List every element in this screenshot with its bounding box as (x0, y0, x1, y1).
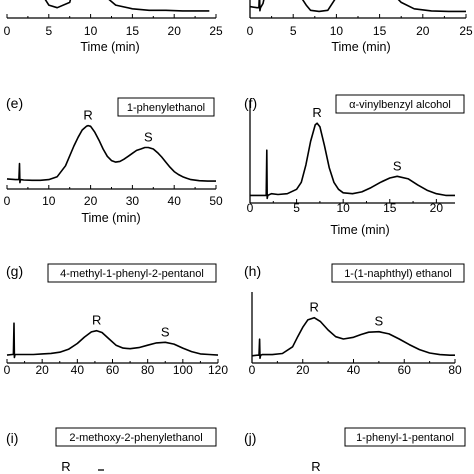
x-tick-label: 15 (126, 24, 140, 38)
panel-label: (g) (6, 263, 23, 279)
x-tick-label: 25 (459, 24, 473, 38)
x-tick-label: 25 (209, 24, 223, 38)
chart-panel-i: (i) 2-methoxy-2-phenylethanol R (6, 427, 217, 474)
x-tick-label: 0 (247, 201, 254, 215)
x-tick-label: 120 (208, 363, 228, 377)
peak-label-S: S (393, 158, 402, 173)
x-tick-label: 0 (249, 363, 256, 377)
x-tick-label: 20 (430, 201, 444, 215)
x-tick-label: 5 (293, 201, 300, 215)
x-tick-label: 60 (398, 363, 412, 377)
chromatogram-trace (44, 0, 210, 12)
compound-label: 2-methoxy-2-phenylethanol (69, 432, 202, 444)
x-tick-label: 10 (330, 24, 344, 38)
x-tick-label: 80 (141, 363, 155, 377)
x-tick-label: 5 (290, 24, 297, 38)
panel-label: (i) (6, 430, 18, 446)
peak-label-S: S (144, 130, 153, 145)
x-tick-label: 50 (209, 194, 223, 208)
chromatogram-trace (250, 122, 455, 200)
x-tick-label: 15 (383, 201, 397, 215)
compound-label: 1-phenylethanol (127, 102, 205, 114)
chromatogram-trace (251, 316, 455, 359)
x-tick-label: 15 (373, 24, 387, 38)
chromatogram-trace (249, 0, 466, 13)
compound-label: 4-methyl-1-phenyl-2-pentanol (60, 268, 204, 280)
peak-label-S: S (161, 324, 170, 339)
compound-label: α-vinylbenzyl alcohol (349, 99, 451, 111)
x-tick-label: 60 (106, 363, 120, 377)
panel-label: (h) (244, 263, 261, 279)
panel-label: (e) (6, 95, 23, 111)
chart-panel-g: (g) 4-methyl-1-phenyl-2-pentanol 0 20 40 60 80… (4, 263, 229, 377)
x-axis-label: Time (min) (331, 40, 390, 54)
peak-label-R: R (92, 313, 101, 328)
x-tick-label: 30 (126, 194, 140, 208)
x-tick-label: 20 (168, 24, 182, 38)
x-tick-label: 20 (296, 363, 310, 377)
x-tick-label: 20 (84, 194, 98, 208)
peak-label-R: R (309, 300, 318, 315)
x-tick-label: 10 (42, 194, 56, 208)
chart-panel-j: (j) 1-phenyl-1-pentanol R (244, 427, 466, 474)
x-tick-label: 0 (247, 24, 254, 38)
chromatogram-trace (6, 124, 216, 184)
chart-top-left: 0 5 10 15 20 25 Time (min) (4, 0, 223, 54)
chart-top-right: 0 5 10 15 20 25 Time (min) (247, 0, 473, 54)
compound-label-box (335, 94, 465, 114)
compound-label-box (55, 427, 217, 447)
x-tick-label: 20 (416, 24, 430, 38)
chart-panel-h: (h) 1-(1-naphthyl) ethanol 0 20 40 60 80 R S (244, 263, 465, 377)
x-tick-label: 10 (84, 24, 98, 38)
peak-label-R: R (312, 105, 321, 120)
x-tick-label: 5 (45, 24, 52, 38)
compound-label-box (331, 263, 465, 283)
panel-label: (j) (244, 430, 256, 446)
x-tick-label: 0 (4, 363, 11, 377)
peak-label-S: S (375, 314, 384, 329)
x-tick-label: 10 (337, 201, 351, 215)
x-tick-label: 20 (35, 363, 49, 377)
peak-label-R: R (61, 459, 70, 474)
x-tick-label: 0 (4, 24, 11, 38)
x-tick-label: 0 (4, 194, 11, 208)
chart-panel-e: (e) 1-phenylethanol 0 10 20 30 40 50 Time (min) R… (4, 95, 223, 225)
compound-label-box (117, 97, 215, 117)
x-axis-label: Time (min) (81, 211, 140, 225)
x-axis-label: Time (min) (80, 40, 139, 54)
x-tick-label: 40 (71, 363, 85, 377)
x-tick-label: 40 (347, 363, 361, 377)
compound-label-box (47, 263, 217, 283)
x-tick-label: 40 (168, 194, 182, 208)
compound-label: 1-phenyl-1-pentanol (356, 432, 454, 444)
x-tick-label: 100 (173, 363, 193, 377)
compound-label-box (344, 427, 466, 447)
compound-label: 1-(1-naphthyl) ethanol (344, 268, 452, 280)
peak-label-R: R (83, 108, 92, 123)
x-axis-label: Time (min) (330, 223, 389, 237)
peak-label-R: R (311, 459, 320, 474)
x-tick-label: 80 (448, 363, 462, 377)
chromatogram-trace (6, 322, 219, 359)
